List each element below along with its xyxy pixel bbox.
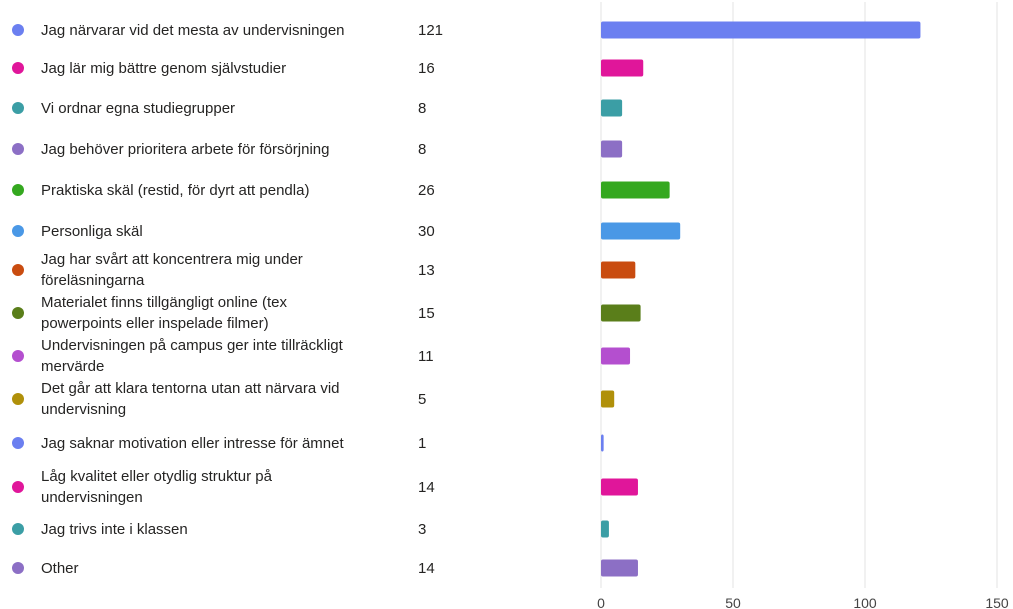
bar [601,434,604,452]
value-label: 14 [418,560,435,577]
category-label: Other [41,559,79,577]
bar [601,390,615,408]
category-label: Det går att klara tentorna utan att närv… [41,380,340,418]
category-label: Undervisningen på campus ger inte tillrä… [41,337,343,375]
bar [601,304,641,322]
category-label: Låg kvalitet eller otydlig struktur på u… [41,468,272,506]
bar [601,99,623,117]
legend-dot [12,62,24,74]
value-label: 15 [418,305,435,322]
value-label: 3 [418,521,427,538]
legend: Jag närvarar vid det mesta av undervisni… [0,0,480,609]
x-tick-label: 0 [597,595,605,609]
category-label: Jag behöver prioritera arbete för försör… [41,140,330,158]
value-label: 8 [418,141,427,158]
legend-dot [12,143,24,155]
value-label: 11 [418,348,434,365]
legend-dot [12,102,24,114]
category-label: Jag trivs inte i klassen [41,520,188,538]
x-tick-label: 100 [853,595,877,609]
legend-dot [12,24,24,36]
legend-dot [12,437,24,449]
bar [601,181,670,199]
x-tick-label: 50 [725,595,741,609]
value-label: 121 [418,22,444,39]
category-label: Personliga skäl [41,222,143,240]
category-label: Vi ordnar egna studiegrupper [41,99,236,117]
legend-dot [12,184,24,196]
bar [601,347,631,365]
legend-dot [12,393,24,405]
category-label: Materialet finns tillgängligt online (te… [41,294,287,332]
legend-dot [12,350,24,362]
legend-dot [12,481,24,493]
bar [601,140,623,158]
value-label: 14 [418,479,435,496]
value-label: 8 [418,100,427,117]
x-tick-label: 150 [985,595,1009,609]
value-label: 13 [418,262,435,279]
legend-dot [12,225,24,237]
category-label: Jag närvarar vid det mesta av undervisni… [41,21,345,39]
value-label: 16 [418,60,435,77]
legend-dot [12,523,24,535]
category-label: Jag saknar motivation eller intresse för… [41,434,344,452]
category-label: Praktiska skäl (restid, för dyrt att pen… [41,181,310,199]
bar [601,559,638,577]
bar [601,222,681,240]
legend-dot [12,307,24,319]
category-label: Jag lär mig bättre genom självstudier [41,59,287,77]
value-label: 26 [418,182,435,199]
value-label: 1 [418,435,427,452]
bar [601,261,636,279]
category-label: Jag har svårt att koncentrera mig under … [41,251,303,289]
bar [601,478,638,496]
legend-dot [12,264,24,276]
legend-dot [12,562,24,574]
bar [601,520,609,538]
value-label: 30 [418,223,435,240]
bar [601,21,921,39]
bar [601,59,644,77]
value-label: 5 [418,391,427,408]
